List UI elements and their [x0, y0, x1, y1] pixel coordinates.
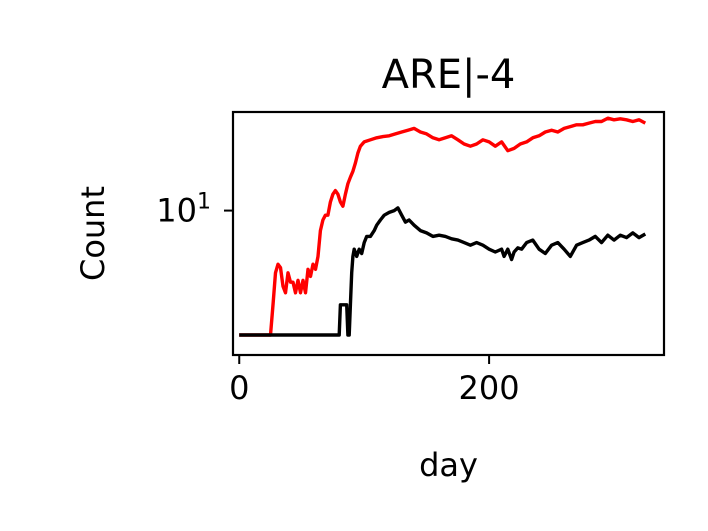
y-axis-label: Count	[74, 186, 112, 281]
y-tick-label-1: 101	[156, 190, 211, 230]
series-line-1	[239, 116, 647, 337]
series-layer	[239, 116, 647, 337]
x-axis-label: day	[419, 446, 478, 484]
x-tick-label-1: 0	[229, 369, 249, 407]
series-line-2	[239, 206, 647, 337]
plot-frame	[231, 110, 666, 357]
tick-layer: 0 200 101	[156, 190, 519, 407]
x-tick-label-2: 200	[459, 369, 520, 407]
chart-title: ARE|-4	[382, 52, 516, 98]
